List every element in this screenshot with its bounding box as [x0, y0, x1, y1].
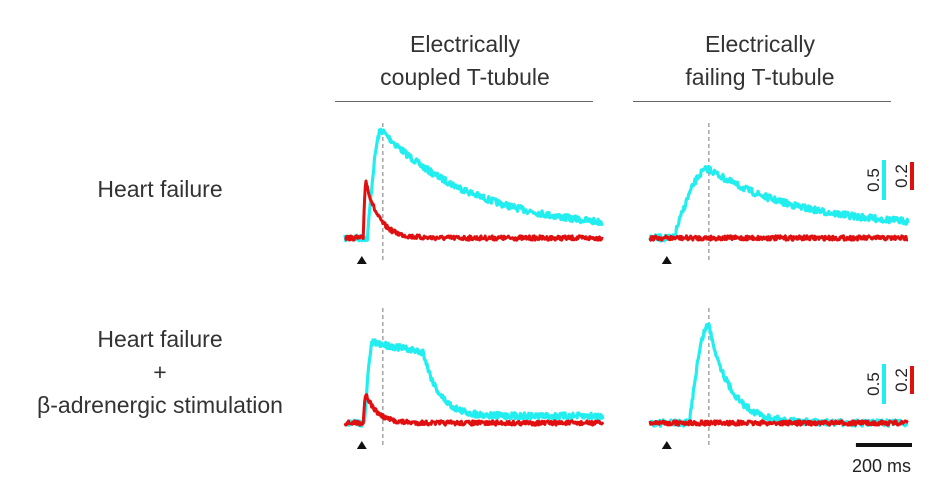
- trace-cyan-0: [343, 127, 604, 243]
- row-label-beta-line1: Heart failure: [97, 326, 223, 352]
- column-title-coupled-line1: Electrically: [410, 31, 520, 57]
- cyan-scale-bar-1: [882, 364, 886, 404]
- red-scale-label-0: 0.2: [892, 164, 911, 188]
- row-label-beta-line2: +: [153, 359, 167, 385]
- column-title-failing-line1: Electrically: [705, 31, 815, 57]
- red-scale-bar-1: [910, 366, 914, 394]
- column-rule-coupled: [335, 101, 593, 102]
- column-title-failing-line2: failing T-tubule: [685, 64, 835, 90]
- row-label-heart-failure: Heart failure: [10, 173, 310, 206]
- cyan-scale-label-1: 0.5: [864, 372, 883, 396]
- red-scale-label-1: 0.2: [892, 368, 911, 392]
- row-label-beta-line3: β-adrenergic stimulation: [37, 392, 283, 418]
- column-title-coupled-line2: coupled T-tubule: [380, 64, 550, 90]
- time-scale-bar: [855, 443, 912, 447]
- row-label-beta-stimulation: Heart failure + β-adrenergic stimulation: [0, 323, 320, 422]
- stimulus-arrowhead-3: [661, 441, 672, 449]
- stimulus-arrowhead-1: [661, 256, 672, 264]
- cyan-scale-bar-0: [882, 160, 886, 200]
- row-label-heart-failure-line1: Heart failure: [97, 176, 223, 202]
- trace-red-0: [344, 179, 604, 242]
- trace-cyan-1: [648, 165, 910, 243]
- stimulus-arrowhead-0: [356, 256, 367, 264]
- cyan-scale-label-0: 0.5: [864, 168, 883, 192]
- trace-red-3: [648, 419, 909, 427]
- column-title-failing: Electrically failing T-tubule: [640, 28, 880, 94]
- time-scale-label: 200 ms: [852, 456, 912, 476]
- stimulus-arrowhead-2: [356, 441, 367, 449]
- red-scale-bar-0: [910, 162, 914, 190]
- trace-red-2: [343, 393, 605, 427]
- trace-red-1: [648, 234, 909, 242]
- trace-cyan-2: [343, 338, 605, 428]
- column-title-coupled: Electrically coupled T-tubule: [345, 28, 585, 94]
- column-rule-failing: [633, 101, 891, 102]
